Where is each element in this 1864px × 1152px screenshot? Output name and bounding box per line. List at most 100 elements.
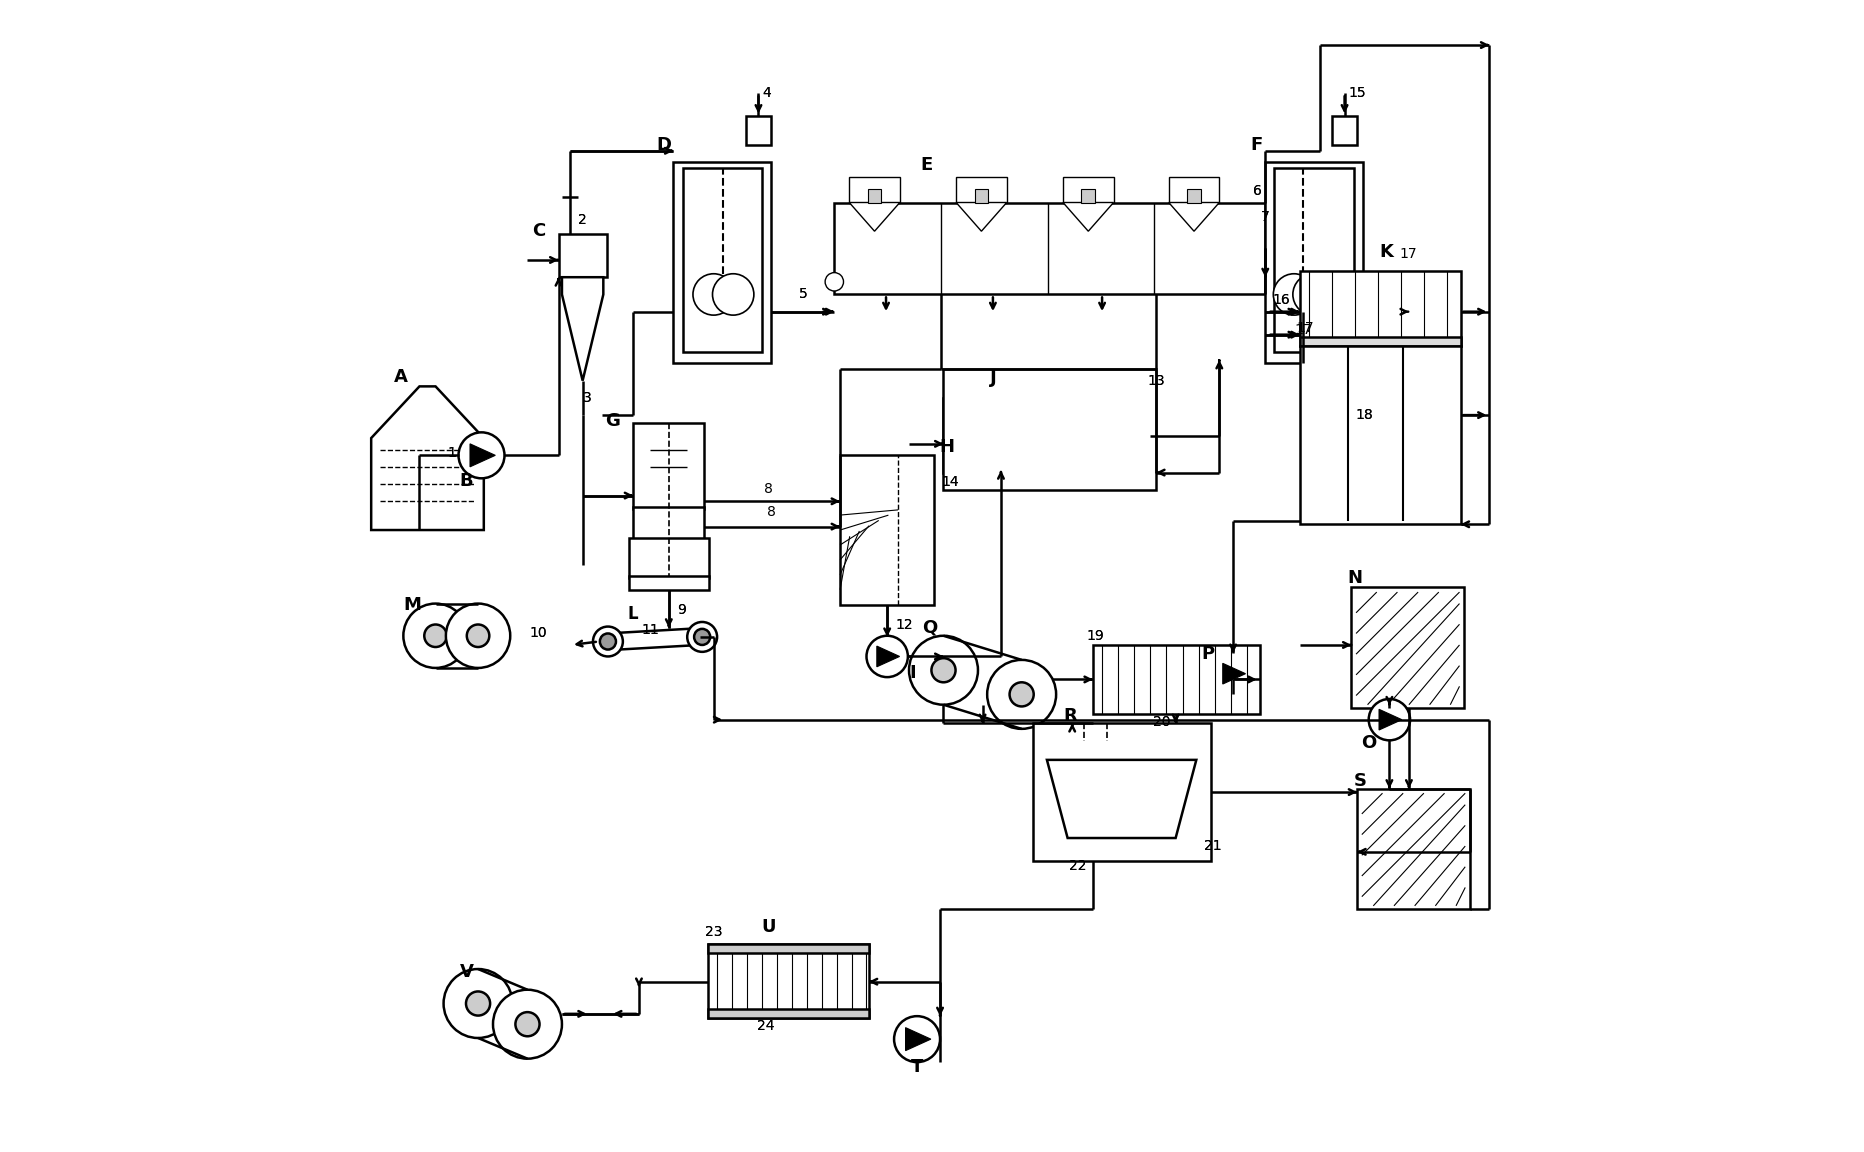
Circle shape xyxy=(1294,274,1335,316)
Bar xyxy=(628,538,708,578)
Text: E: E xyxy=(921,156,932,174)
Text: 24: 24 xyxy=(757,1020,774,1033)
Bar xyxy=(960,406,1053,463)
Text: C: C xyxy=(533,222,546,241)
Text: 10: 10 xyxy=(529,627,546,641)
Circle shape xyxy=(466,992,490,1016)
Text: N: N xyxy=(1348,569,1363,588)
Text: 18: 18 xyxy=(1355,408,1374,422)
Text: 21: 21 xyxy=(1204,839,1221,854)
Bar xyxy=(850,177,900,203)
Bar xyxy=(708,1009,869,1018)
Text: F: F xyxy=(1251,136,1262,154)
Bar xyxy=(867,189,882,203)
Text: R: R xyxy=(1062,707,1077,726)
Text: 11: 11 xyxy=(641,623,660,637)
Polygon shape xyxy=(561,278,604,380)
Text: 21: 21 xyxy=(1204,839,1221,854)
Bar xyxy=(943,397,1092,472)
Polygon shape xyxy=(956,203,1007,232)
Text: K: K xyxy=(1379,243,1392,260)
Bar xyxy=(943,369,1156,490)
Circle shape xyxy=(492,990,561,1059)
Text: 17: 17 xyxy=(1294,323,1312,338)
Text: 22: 22 xyxy=(1070,858,1087,872)
Circle shape xyxy=(867,636,908,677)
Text: 12: 12 xyxy=(895,619,913,632)
Text: 18: 18 xyxy=(1355,408,1374,422)
Text: D: D xyxy=(656,136,671,154)
Polygon shape xyxy=(470,444,496,467)
Bar xyxy=(634,507,705,541)
Text: O: O xyxy=(1361,734,1376,751)
Polygon shape xyxy=(682,168,762,351)
Circle shape xyxy=(988,660,1057,729)
Text: Q: Q xyxy=(923,619,938,637)
Text: 8: 8 xyxy=(764,482,774,495)
Text: 3: 3 xyxy=(583,391,591,404)
Text: P: P xyxy=(1200,645,1213,664)
Text: I: I xyxy=(910,664,915,682)
Circle shape xyxy=(1368,699,1409,741)
Text: T: T xyxy=(911,1058,923,1076)
Polygon shape xyxy=(673,162,772,363)
Text: 3: 3 xyxy=(583,391,591,404)
Text: U: U xyxy=(762,917,775,935)
Text: 17: 17 xyxy=(1297,320,1314,335)
Bar xyxy=(708,943,869,1018)
Circle shape xyxy=(712,274,753,316)
Circle shape xyxy=(600,634,615,650)
Text: 1: 1 xyxy=(447,446,457,460)
Bar xyxy=(835,203,1266,295)
Text: 15: 15 xyxy=(1348,86,1366,100)
Bar xyxy=(1187,189,1200,203)
Text: V: V xyxy=(460,963,473,982)
Text: 14: 14 xyxy=(941,475,960,488)
Text: 23: 23 xyxy=(705,925,723,939)
Bar xyxy=(708,943,869,953)
Text: 9: 9 xyxy=(677,604,686,617)
Text: 4: 4 xyxy=(762,86,772,100)
Text: L: L xyxy=(628,605,639,623)
Text: 14: 14 xyxy=(941,475,960,488)
Polygon shape xyxy=(1062,203,1113,232)
Bar xyxy=(975,189,988,203)
Text: M: M xyxy=(404,596,421,614)
Bar xyxy=(1333,116,1357,145)
Polygon shape xyxy=(906,1028,930,1051)
Bar xyxy=(628,576,708,590)
Text: 20: 20 xyxy=(1154,715,1171,729)
Text: 20: 20 xyxy=(1154,715,1171,729)
Bar xyxy=(841,455,934,605)
Circle shape xyxy=(593,627,623,657)
Text: 15: 15 xyxy=(1348,86,1366,100)
Text: 2: 2 xyxy=(578,213,587,227)
Text: 13: 13 xyxy=(1146,373,1165,387)
Text: 7: 7 xyxy=(1260,211,1269,225)
Circle shape xyxy=(516,1013,539,1037)
Bar xyxy=(1357,789,1471,909)
Polygon shape xyxy=(1048,760,1197,838)
Text: 17: 17 xyxy=(1400,248,1417,262)
Text: 1: 1 xyxy=(447,446,457,460)
Circle shape xyxy=(910,636,979,705)
Text: 5: 5 xyxy=(800,288,807,302)
Bar xyxy=(1062,177,1113,203)
Polygon shape xyxy=(1092,415,1128,452)
Circle shape xyxy=(466,624,490,647)
Bar xyxy=(1081,189,1096,203)
Text: 9: 9 xyxy=(677,604,686,617)
Text: J: J xyxy=(990,370,995,387)
Text: A: A xyxy=(393,369,408,386)
Bar xyxy=(559,234,608,278)
Circle shape xyxy=(444,969,513,1038)
Bar xyxy=(1169,177,1219,203)
Polygon shape xyxy=(1169,203,1219,232)
Circle shape xyxy=(445,604,511,668)
Bar xyxy=(634,423,705,509)
Text: H: H xyxy=(939,438,954,456)
Bar xyxy=(973,415,1035,455)
Text: 7: 7 xyxy=(1260,211,1269,225)
Bar xyxy=(1299,272,1461,346)
Bar xyxy=(1033,723,1212,861)
